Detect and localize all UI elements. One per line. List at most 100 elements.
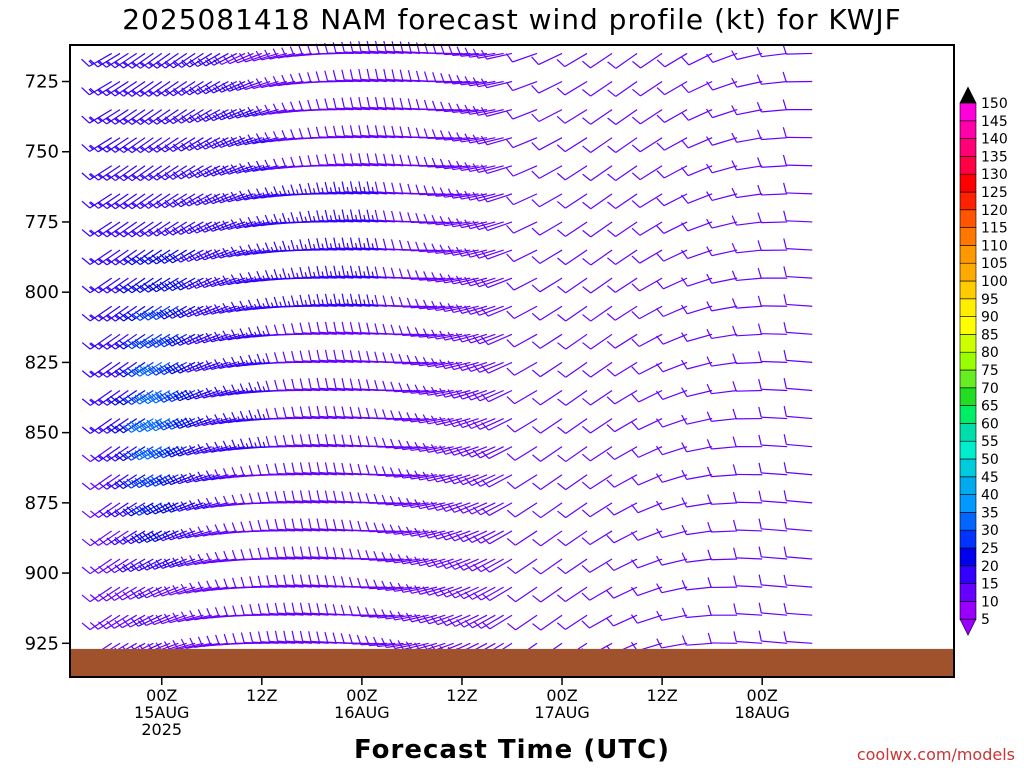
barb-full-flag [98, 286, 108, 294]
wind-barbs-layer [81, 40, 813, 659]
wind-barb [656, 555, 688, 566]
barb-full-flag [189, 169, 198, 179]
wind-barb [606, 333, 638, 349]
wind-barb [274, 630, 304, 644]
credit-link[interactable]: coolwx.com/models [857, 745, 1015, 764]
barb-shaft [462, 502, 488, 514]
barb-full-flag [756, 129, 762, 140]
barb-shaft [386, 586, 413, 591]
barb-shaft [194, 586, 221, 593]
barb-full-flag [134, 338, 144, 347]
barb-full-flag [143, 310, 152, 319]
wind-barb [90, 277, 121, 294]
wind-barb [472, 48, 504, 59]
barb-full-flag [382, 210, 387, 221]
barb-full-flag [298, 72, 304, 84]
barb-full-flag [81, 622, 91, 631]
barb-full-flag [631, 200, 641, 208]
barb-full-flag [197, 58, 207, 67]
barb-full-flag [156, 255, 165, 264]
wind-barb [581, 474, 613, 490]
barb-half-flag [262, 330, 266, 337]
wind-barb [656, 333, 688, 345]
wind-barb [164, 81, 196, 97]
barb-full-flag [172, 640, 179, 650]
barb-full-flag [282, 379, 287, 390]
barb-half-flag [204, 364, 209, 370]
barb-full-flag [167, 336, 176, 345]
barb-full-flag [656, 308, 664, 317]
wind-barb [197, 554, 229, 565]
barb-half-flag [313, 243, 316, 250]
wind-barb [131, 137, 163, 154]
barb-shaft [590, 52, 613, 69]
barb-full-flag [205, 84, 214, 94]
barb-shaft [402, 305, 429, 308]
barb-half-flag [188, 88, 194, 94]
barb-full-flag [118, 395, 128, 404]
barb-half-flag [212, 114, 218, 120]
wind-barb [156, 193, 188, 209]
barb-full-flag [557, 342, 567, 350]
barb-full-flag [130, 535, 140, 544]
barb-shaft [294, 472, 321, 476]
barb-full-flag [656, 87, 666, 96]
colorbar-label: 75 [981, 363, 999, 379]
barb-half-flag [139, 146, 145, 151]
wind-barb [264, 77, 296, 88]
barb-full-flag [447, 417, 455, 428]
wind-barb [733, 575, 763, 588]
barb-shaft [419, 221, 446, 224]
barb-full-flag [249, 548, 254, 559]
barb-half-flag [130, 537, 135, 543]
wind-barb [480, 107, 513, 117]
barb-full-flag [257, 520, 262, 531]
barb-full-flag [123, 201, 133, 210]
barb-half-flag [130, 230, 136, 235]
wind-barb [480, 249, 513, 260]
barb-half-flag [188, 172, 193, 177]
barb-half-flag [371, 215, 374, 221]
terrain-fill [70, 648, 954, 677]
wind-barb [197, 305, 229, 316]
barb-shaft [148, 137, 171, 153]
barb-shaft [419, 333, 446, 338]
barb-full-flag [197, 196, 206, 205]
barb-shaft [472, 614, 496, 629]
barb-shaft [294, 388, 321, 392]
barb-full-flag [531, 369, 541, 378]
barb-full-flag [290, 239, 295, 251]
barb-half-flag [295, 189, 299, 195]
barb-half-flag [187, 504, 192, 510]
barb-shaft [402, 333, 429, 337]
barb-full-flag [407, 70, 412, 81]
barb-shaft [590, 361, 613, 378]
barb-half-flag [114, 146, 119, 151]
barb-shaft [736, 80, 763, 88]
barb-full-flag [606, 562, 615, 571]
barb-full-flag [197, 388, 205, 399]
barb-full-flag [464, 162, 471, 172]
wind-barb [357, 577, 387, 589]
wind-barb [332, 125, 362, 139]
colorbar-segment [959, 227, 977, 246]
barb-half-flag [97, 258, 103, 263]
barb-half-flag [105, 483, 111, 488]
barb-shaft [471, 446, 496, 458]
colorbar-segment [959, 565, 977, 584]
barb-full-flag [115, 369, 124, 378]
barb-shaft [512, 165, 538, 177]
barb-full-flag [131, 396, 140, 405]
barb-full-flag [557, 229, 566, 237]
barb-full-flag [146, 447, 155, 456]
wind-barb [506, 305, 538, 320]
barb-shaft [686, 586, 713, 591]
barb-full-flag [324, 546, 329, 558]
barb-full-flag [324, 434, 329, 445]
barb-full-flag [151, 254, 161, 263]
barb-half-flag [195, 310, 201, 315]
wind-barb [230, 164, 262, 174]
barb-full-flag [374, 351, 379, 362]
barb-full-flag [783, 434, 787, 445]
wind-barb [188, 445, 221, 455]
